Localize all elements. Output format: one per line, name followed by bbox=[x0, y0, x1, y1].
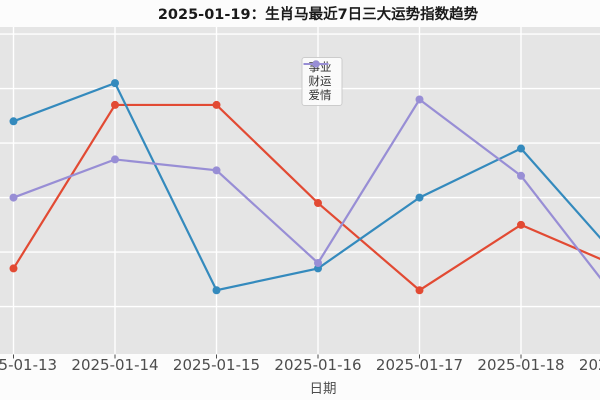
data-point-love bbox=[517, 171, 525, 180]
data-point-wealth bbox=[9, 117, 18, 126]
x-tick-label: 2025-01-17 bbox=[375, 356, 464, 374]
data-point-wealth bbox=[415, 193, 424, 202]
data-point-career bbox=[9, 264, 18, 273]
data-point-career bbox=[212, 100, 221, 109]
love-line-marker-icon bbox=[303, 60, 329, 68]
data-point-wealth bbox=[111, 79, 119, 88]
legend-label-wealth: 财运 bbox=[308, 74, 332, 88]
data-point-love bbox=[111, 155, 119, 164]
x-axis-label: 日期 bbox=[309, 381, 337, 397]
plot-area bbox=[0, 27, 600, 354]
data-point-career bbox=[314, 199, 322, 208]
data-point-wealth bbox=[212, 286, 221, 295]
series-line-wealth bbox=[13, 81, 600, 292]
series-line-love bbox=[13, 97, 600, 280]
chart-title: 2025-01-19：生肖马最近7日三大运势指数趋势 bbox=[157, 7, 479, 23]
x-tick-label: 2025-01-18 bbox=[477, 356, 565, 374]
x-tick-label: 2025-01-13 bbox=[0, 356, 58, 374]
legend-label-love: 爱情 bbox=[308, 88, 332, 102]
x-tick-label: 2025-01-15 bbox=[172, 356, 261, 374]
data-point-love bbox=[314, 258, 322, 267]
x-tick-label: 2025-01-19 bbox=[578, 356, 600, 374]
legend-item-wealth: 财运 bbox=[303, 60, 332, 88]
data-point-career bbox=[517, 220, 525, 229]
chart-panel: 事业 财运 爱情 bbox=[0, 27, 600, 354]
legend-item-love: 爱情 bbox=[303, 60, 332, 102]
data-point-career bbox=[111, 100, 119, 109]
x-axis-ticks bbox=[13, 354, 522, 359]
data-point-career bbox=[415, 286, 424, 295]
x-tick-label: 2025-01-16 bbox=[274, 356, 362, 374]
x-tick-labels: 2025-01-13 2025-01-14 2025-01-15 2025-01-16… bbox=[0, 356, 600, 374]
x-tick-label: 2025-01-14 bbox=[71, 356, 159, 374]
data-point-love bbox=[9, 193, 18, 202]
data-point-love bbox=[212, 166, 221, 175]
data-point-wealth bbox=[517, 144, 525, 153]
legend: 事业 财运 爱情 bbox=[301, 57, 343, 106]
data-point-love bbox=[415, 95, 424, 104]
